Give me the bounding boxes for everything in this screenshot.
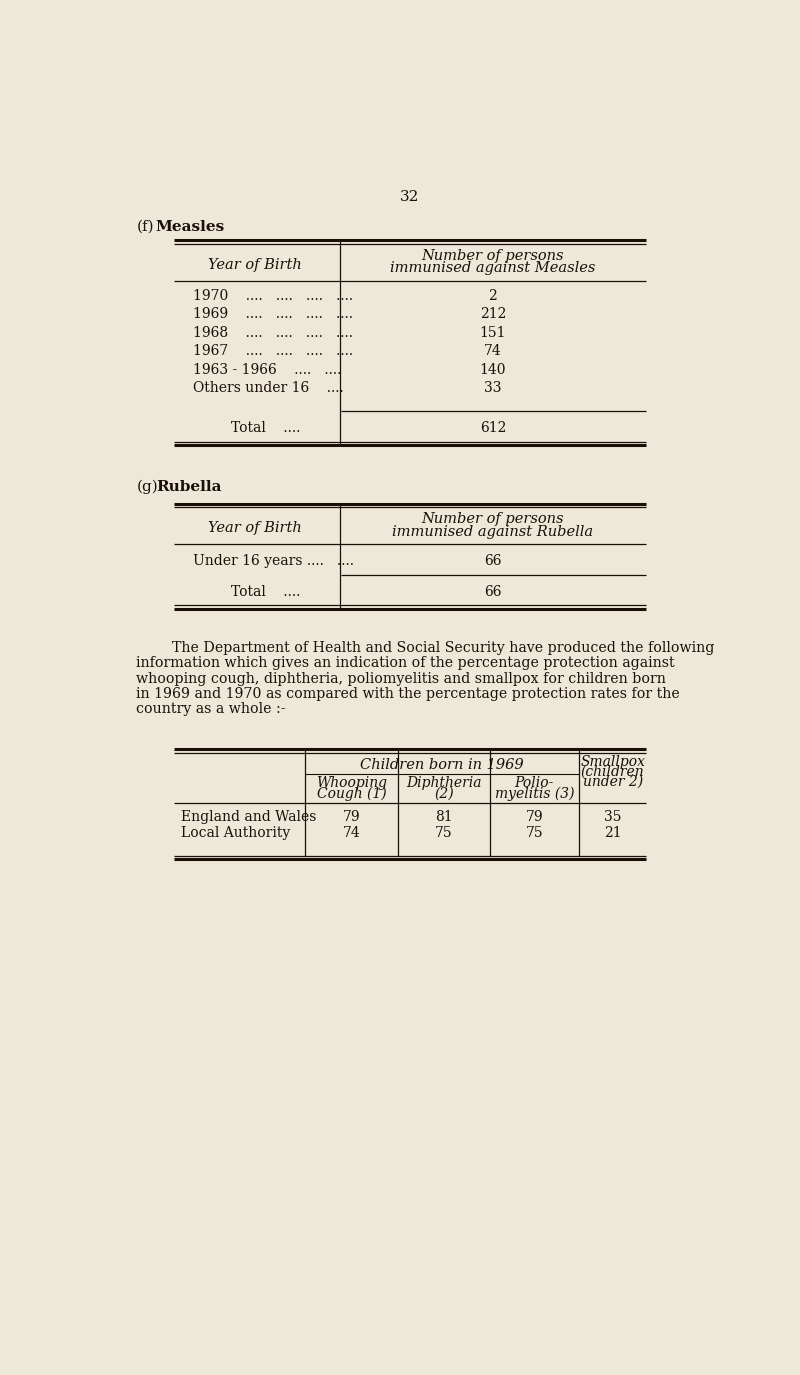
Text: Diphtheria: Diphtheria [406, 777, 482, 791]
Text: 74: 74 [484, 344, 502, 359]
Text: 75: 75 [435, 825, 453, 840]
Text: 1963 - 1966    ....   ....: 1963 - 1966 .... .... [193, 363, 342, 377]
Text: Total    ....: Total .... [230, 584, 300, 598]
Text: Children born in 1969: Children born in 1969 [360, 758, 524, 771]
Text: 32: 32 [400, 190, 420, 205]
Text: Local Authority: Local Authority [182, 825, 290, 840]
Text: in 1969 and 1970 as compared with the percentage protection rates for the: in 1969 and 1970 as compared with the pe… [137, 688, 680, 701]
Text: 79: 79 [343, 810, 361, 824]
Text: 21: 21 [604, 825, 622, 840]
Text: Polio-: Polio- [514, 777, 554, 791]
Text: Number of persons: Number of persons [422, 513, 564, 527]
Text: Whooping: Whooping [316, 777, 387, 791]
Text: (g): (g) [137, 480, 158, 494]
Text: Total    ....: Total .... [230, 421, 300, 436]
Text: 212: 212 [480, 308, 506, 322]
Text: Year of Birth: Year of Birth [208, 521, 302, 535]
Text: immunised against Measles: immunised against Measles [390, 261, 596, 275]
Text: (2): (2) [434, 786, 454, 800]
Text: myelitis (3): myelitis (3) [494, 786, 574, 800]
Text: 79: 79 [526, 810, 543, 824]
Text: 151: 151 [480, 326, 506, 340]
Text: 66: 66 [484, 554, 502, 568]
Text: Under 16 years ....   ....: Under 16 years .... .... [193, 554, 354, 568]
Text: Rubella: Rubella [156, 480, 222, 494]
Text: The Department of Health and Social Security have produced the following: The Department of Health and Social Secu… [137, 641, 715, 654]
Text: Number of persons: Number of persons [422, 249, 564, 263]
Text: Others under 16    ....: Others under 16 .... [193, 381, 344, 395]
Text: under 2): under 2) [582, 774, 642, 789]
Text: immunised against Rubella: immunised against Rubella [392, 524, 594, 539]
Text: 74: 74 [343, 825, 361, 840]
Text: 140: 140 [480, 363, 506, 377]
Text: 1968    ....   ....   ....   ....: 1968 .... .... .... .... [193, 326, 353, 340]
Text: country as a whole :-: country as a whole :- [137, 703, 286, 716]
Text: 35: 35 [604, 810, 622, 824]
Text: 33: 33 [484, 381, 502, 395]
Text: 75: 75 [526, 825, 543, 840]
Text: 612: 612 [480, 421, 506, 436]
Text: Year of Birth: Year of Birth [208, 258, 302, 272]
Text: England and Wales: England and Wales [182, 810, 317, 824]
Text: Cough (1): Cough (1) [317, 786, 386, 800]
Text: 66: 66 [484, 584, 502, 598]
Text: (children: (children [581, 765, 645, 778]
Text: whooping cough, diphtheria, poliomyelitis and smallpox for children born: whooping cough, diphtheria, poliomyeliti… [137, 671, 666, 686]
Text: 2: 2 [489, 289, 498, 302]
Text: 1970    ....   ....   ....   ....: 1970 .... .... .... .... [193, 289, 353, 302]
Text: 1967    ....   ....   ....   ....: 1967 .... .... .... .... [193, 344, 353, 359]
Text: (f): (f) [137, 220, 154, 234]
Text: information which gives an indication of the percentage protection against: information which gives an indication of… [137, 656, 675, 670]
Text: Measles: Measles [156, 220, 225, 234]
Text: 81: 81 [435, 810, 453, 824]
Text: 1969    ....   ....   ....   ....: 1969 .... .... .... .... [193, 308, 353, 322]
Text: Smallpox: Smallpox [580, 755, 645, 769]
